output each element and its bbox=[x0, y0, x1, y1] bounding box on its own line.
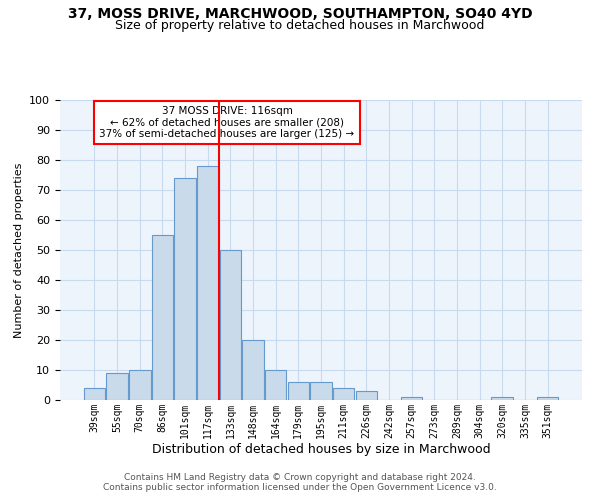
Bar bbox=[537, 397, 558, 400]
Text: Contains public sector information licensed under the Open Government Licence v3: Contains public sector information licen… bbox=[103, 484, 497, 492]
Bar bbox=[197, 166, 218, 400]
Bar bbox=[152, 235, 173, 400]
Text: Contains HM Land Registry data © Crown copyright and database right 2024.: Contains HM Land Registry data © Crown c… bbox=[124, 472, 476, 482]
Y-axis label: Number of detached properties: Number of detached properties bbox=[14, 162, 24, 338]
Text: 37 MOSS DRIVE: 116sqm
← 62% of detached houses are smaller (208)
37% of semi-det: 37 MOSS DRIVE: 116sqm ← 62% of detached … bbox=[100, 106, 355, 139]
Bar bbox=[356, 391, 377, 400]
Bar bbox=[220, 250, 241, 400]
Text: Size of property relative to detached houses in Marchwood: Size of property relative to detached ho… bbox=[115, 18, 485, 32]
Bar bbox=[175, 178, 196, 400]
Bar bbox=[401, 397, 422, 400]
Bar bbox=[491, 397, 513, 400]
Bar bbox=[129, 370, 151, 400]
Bar bbox=[265, 370, 286, 400]
Bar bbox=[106, 373, 128, 400]
Bar bbox=[310, 382, 332, 400]
Bar bbox=[333, 388, 355, 400]
Bar bbox=[242, 340, 264, 400]
Bar bbox=[287, 382, 309, 400]
Text: Distribution of detached houses by size in Marchwood: Distribution of detached houses by size … bbox=[152, 442, 490, 456]
Bar bbox=[84, 388, 105, 400]
Text: 37, MOSS DRIVE, MARCHWOOD, SOUTHAMPTON, SO40 4YD: 37, MOSS DRIVE, MARCHWOOD, SOUTHAMPTON, … bbox=[68, 8, 532, 22]
